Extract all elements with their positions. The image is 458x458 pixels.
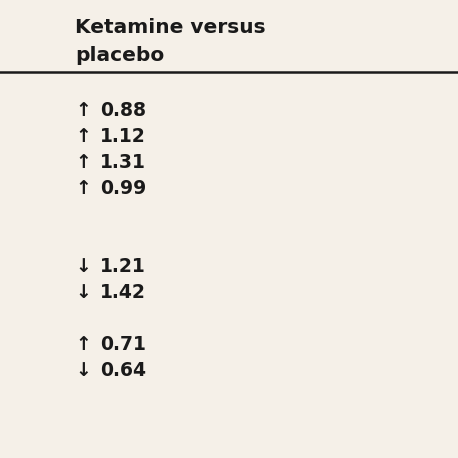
- Text: ↑: ↑: [75, 126, 91, 146]
- Text: ↓: ↓: [75, 256, 91, 276]
- Text: 1.31: 1.31: [100, 153, 146, 171]
- Text: ↑: ↑: [75, 179, 91, 197]
- Text: 1.42: 1.42: [100, 283, 146, 301]
- Text: 1.21: 1.21: [100, 256, 146, 276]
- Text: 0.71: 0.71: [100, 334, 146, 354]
- Text: ↓: ↓: [75, 360, 91, 380]
- Text: 0.88: 0.88: [100, 100, 146, 120]
- Text: 0.64: 0.64: [100, 360, 146, 380]
- Text: ↓: ↓: [75, 283, 91, 301]
- Text: ↑: ↑: [75, 100, 91, 120]
- Text: placebo: placebo: [75, 46, 164, 65]
- Text: 1.12: 1.12: [100, 126, 146, 146]
- Text: Ketamine versus: Ketamine versus: [75, 18, 266, 37]
- Text: ↑: ↑: [75, 153, 91, 171]
- Text: ↑: ↑: [75, 334, 91, 354]
- Text: 0.99: 0.99: [100, 179, 146, 197]
